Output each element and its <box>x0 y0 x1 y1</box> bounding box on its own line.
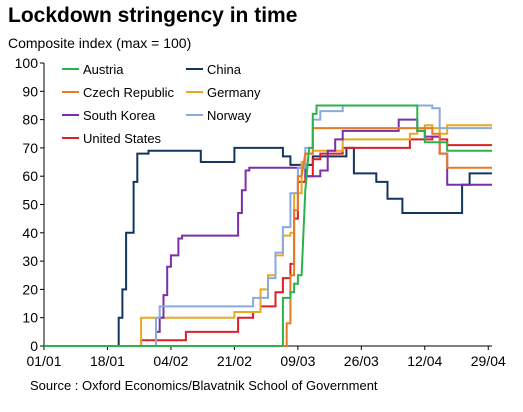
x-tick-label: 12/04 <box>407 353 442 369</box>
x-tick-label: 21/02 <box>217 353 252 369</box>
series-line-austria <box>44 104 492 347</box>
legend-label-germany: Germany <box>207 85 261 100</box>
legend-label-china: China <box>207 62 242 77</box>
x-tick-label: 01/01 <box>26 353 61 369</box>
y-tick-label: 50 <box>22 197 38 213</box>
legend-label-united-states: United States <box>83 131 162 146</box>
series-line-germany <box>44 124 492 347</box>
legend-label-norway: Norway <box>207 108 252 123</box>
legend: Austria China Czech Republic Germany South K… <box>62 62 261 146</box>
y-tick-label: 90 <box>22 83 38 99</box>
y-tick-label: 100 <box>15 55 39 71</box>
source-note: Source : Oxford Economics/Blavatnik Scho… <box>30 378 378 393</box>
y-tick-label: 40 <box>22 225 38 241</box>
y-tick-label: 0 <box>30 338 38 354</box>
series-line-south-korea <box>44 118 492 347</box>
x-tick-label: 18/01 <box>90 353 125 369</box>
y-tick-label: 60 <box>22 168 38 184</box>
series-line-united-states <box>44 135 492 347</box>
legend-label-czech-republic: Czech Republic <box>83 85 175 100</box>
x-tick-label: 29/04 <box>471 353 506 369</box>
legend-label-austria: Austria <box>83 62 124 77</box>
series-line-czech-republic <box>44 127 492 347</box>
y-axis-label: Composite index (max = 100) <box>8 35 192 51</box>
y-tick-label: 10 <box>22 310 38 326</box>
y-tick-label: 80 <box>22 112 38 128</box>
y-tick-label: 70 <box>22 140 38 156</box>
x-tick-label: 04/02 <box>153 353 188 369</box>
series-line-china <box>44 146 492 347</box>
series-lines <box>44 104 492 347</box>
legend-label-south-korea: South Korea <box>83 108 156 123</box>
x-tick-label: 09/03 <box>280 353 315 369</box>
y-tick-label: 30 <box>22 253 38 269</box>
x-tick-label: 26/03 <box>344 353 379 369</box>
chart-title: Lockdown stringency in time <box>8 4 298 27</box>
y-tick-label: 20 <box>22 281 38 297</box>
